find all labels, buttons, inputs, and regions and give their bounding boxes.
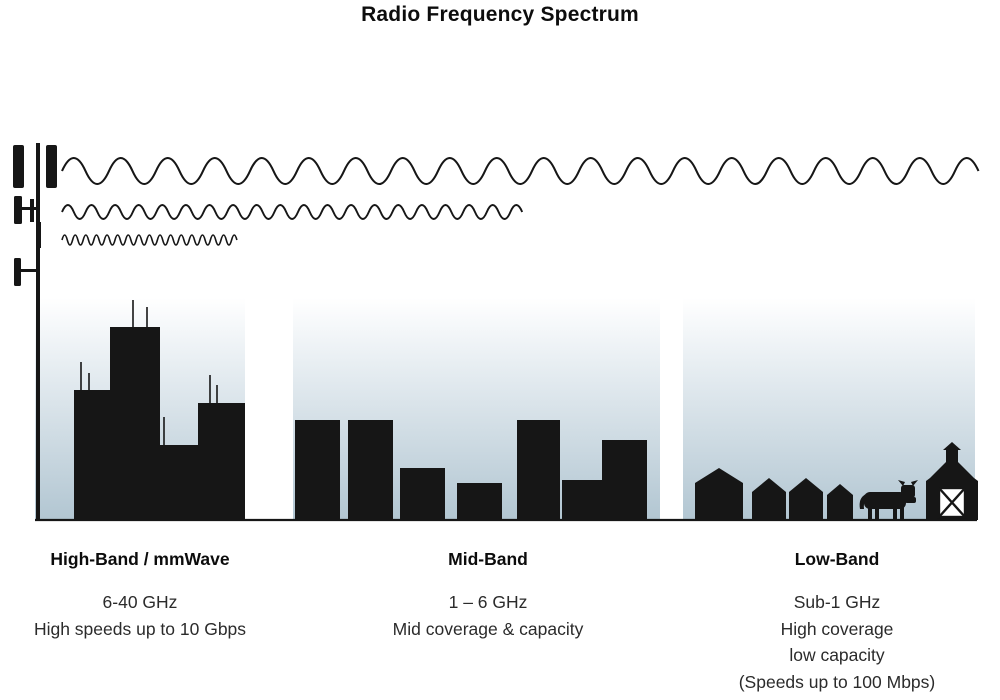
highband-skyline [74, 300, 245, 520]
building [457, 483, 502, 520]
skyscraper [198, 403, 245, 520]
page-title: Radio Frequency Spectrum [361, 3, 639, 26]
lowband-scene [695, 442, 978, 520]
band-caption-lowband: Low-Band Sub-1 GHz High coverage low cap… [672, 549, 1000, 695]
building [602, 440, 647, 520]
band-detail: Sub-1 GHz [793, 592, 881, 612]
midband-skyline [295, 420, 647, 520]
house-icon [827, 484, 853, 520]
high-band-wave [61, 234, 238, 246]
band-caption-midband: Mid-Band 1 – 6 GHz Mid coverage & capaci… [338, 549, 638, 642]
skyscraper [110, 327, 160, 520]
house-icon [789, 478, 823, 520]
building [517, 420, 560, 520]
band-detail: 6-40 GHz [102, 592, 178, 612]
band-caption-highband: High-Band / mmWave 6-40 GHz High speeds … [15, 549, 265, 642]
house-icon [752, 478, 786, 520]
mid-band-wave [61, 204, 524, 220]
band-detail: Mid coverage & capacity [392, 618, 584, 639]
band-detail: High speeds up to 10 Gbps [33, 618, 247, 639]
band-detail: low capacity [789, 645, 885, 665]
rooftop-antennas [80, 300, 218, 445]
building [400, 468, 445, 520]
band-detail: High coverage [780, 618, 894, 639]
skyscraper [74, 390, 110, 520]
building [348, 420, 393, 520]
building [295, 420, 340, 520]
band-name: High-Band / mmWave [50, 549, 230, 569]
barn-door-cross [937, 486, 967, 519]
band-name: Mid-Band [448, 549, 528, 569]
band-detail: (Speeds up to 100 Mbps) [738, 671, 936, 692]
cow-icon [859, 480, 918, 520]
barn-icon [926, 442, 978, 520]
low-band-wave [61, 156, 980, 186]
house-icon [695, 468, 743, 520]
band-name: Low-Band [794, 549, 880, 569]
cell-tower-icon [13, 143, 57, 520]
building [160, 445, 198, 520]
building [562, 480, 602, 520]
band-detail: 1 – 6 GHz [448, 592, 528, 612]
